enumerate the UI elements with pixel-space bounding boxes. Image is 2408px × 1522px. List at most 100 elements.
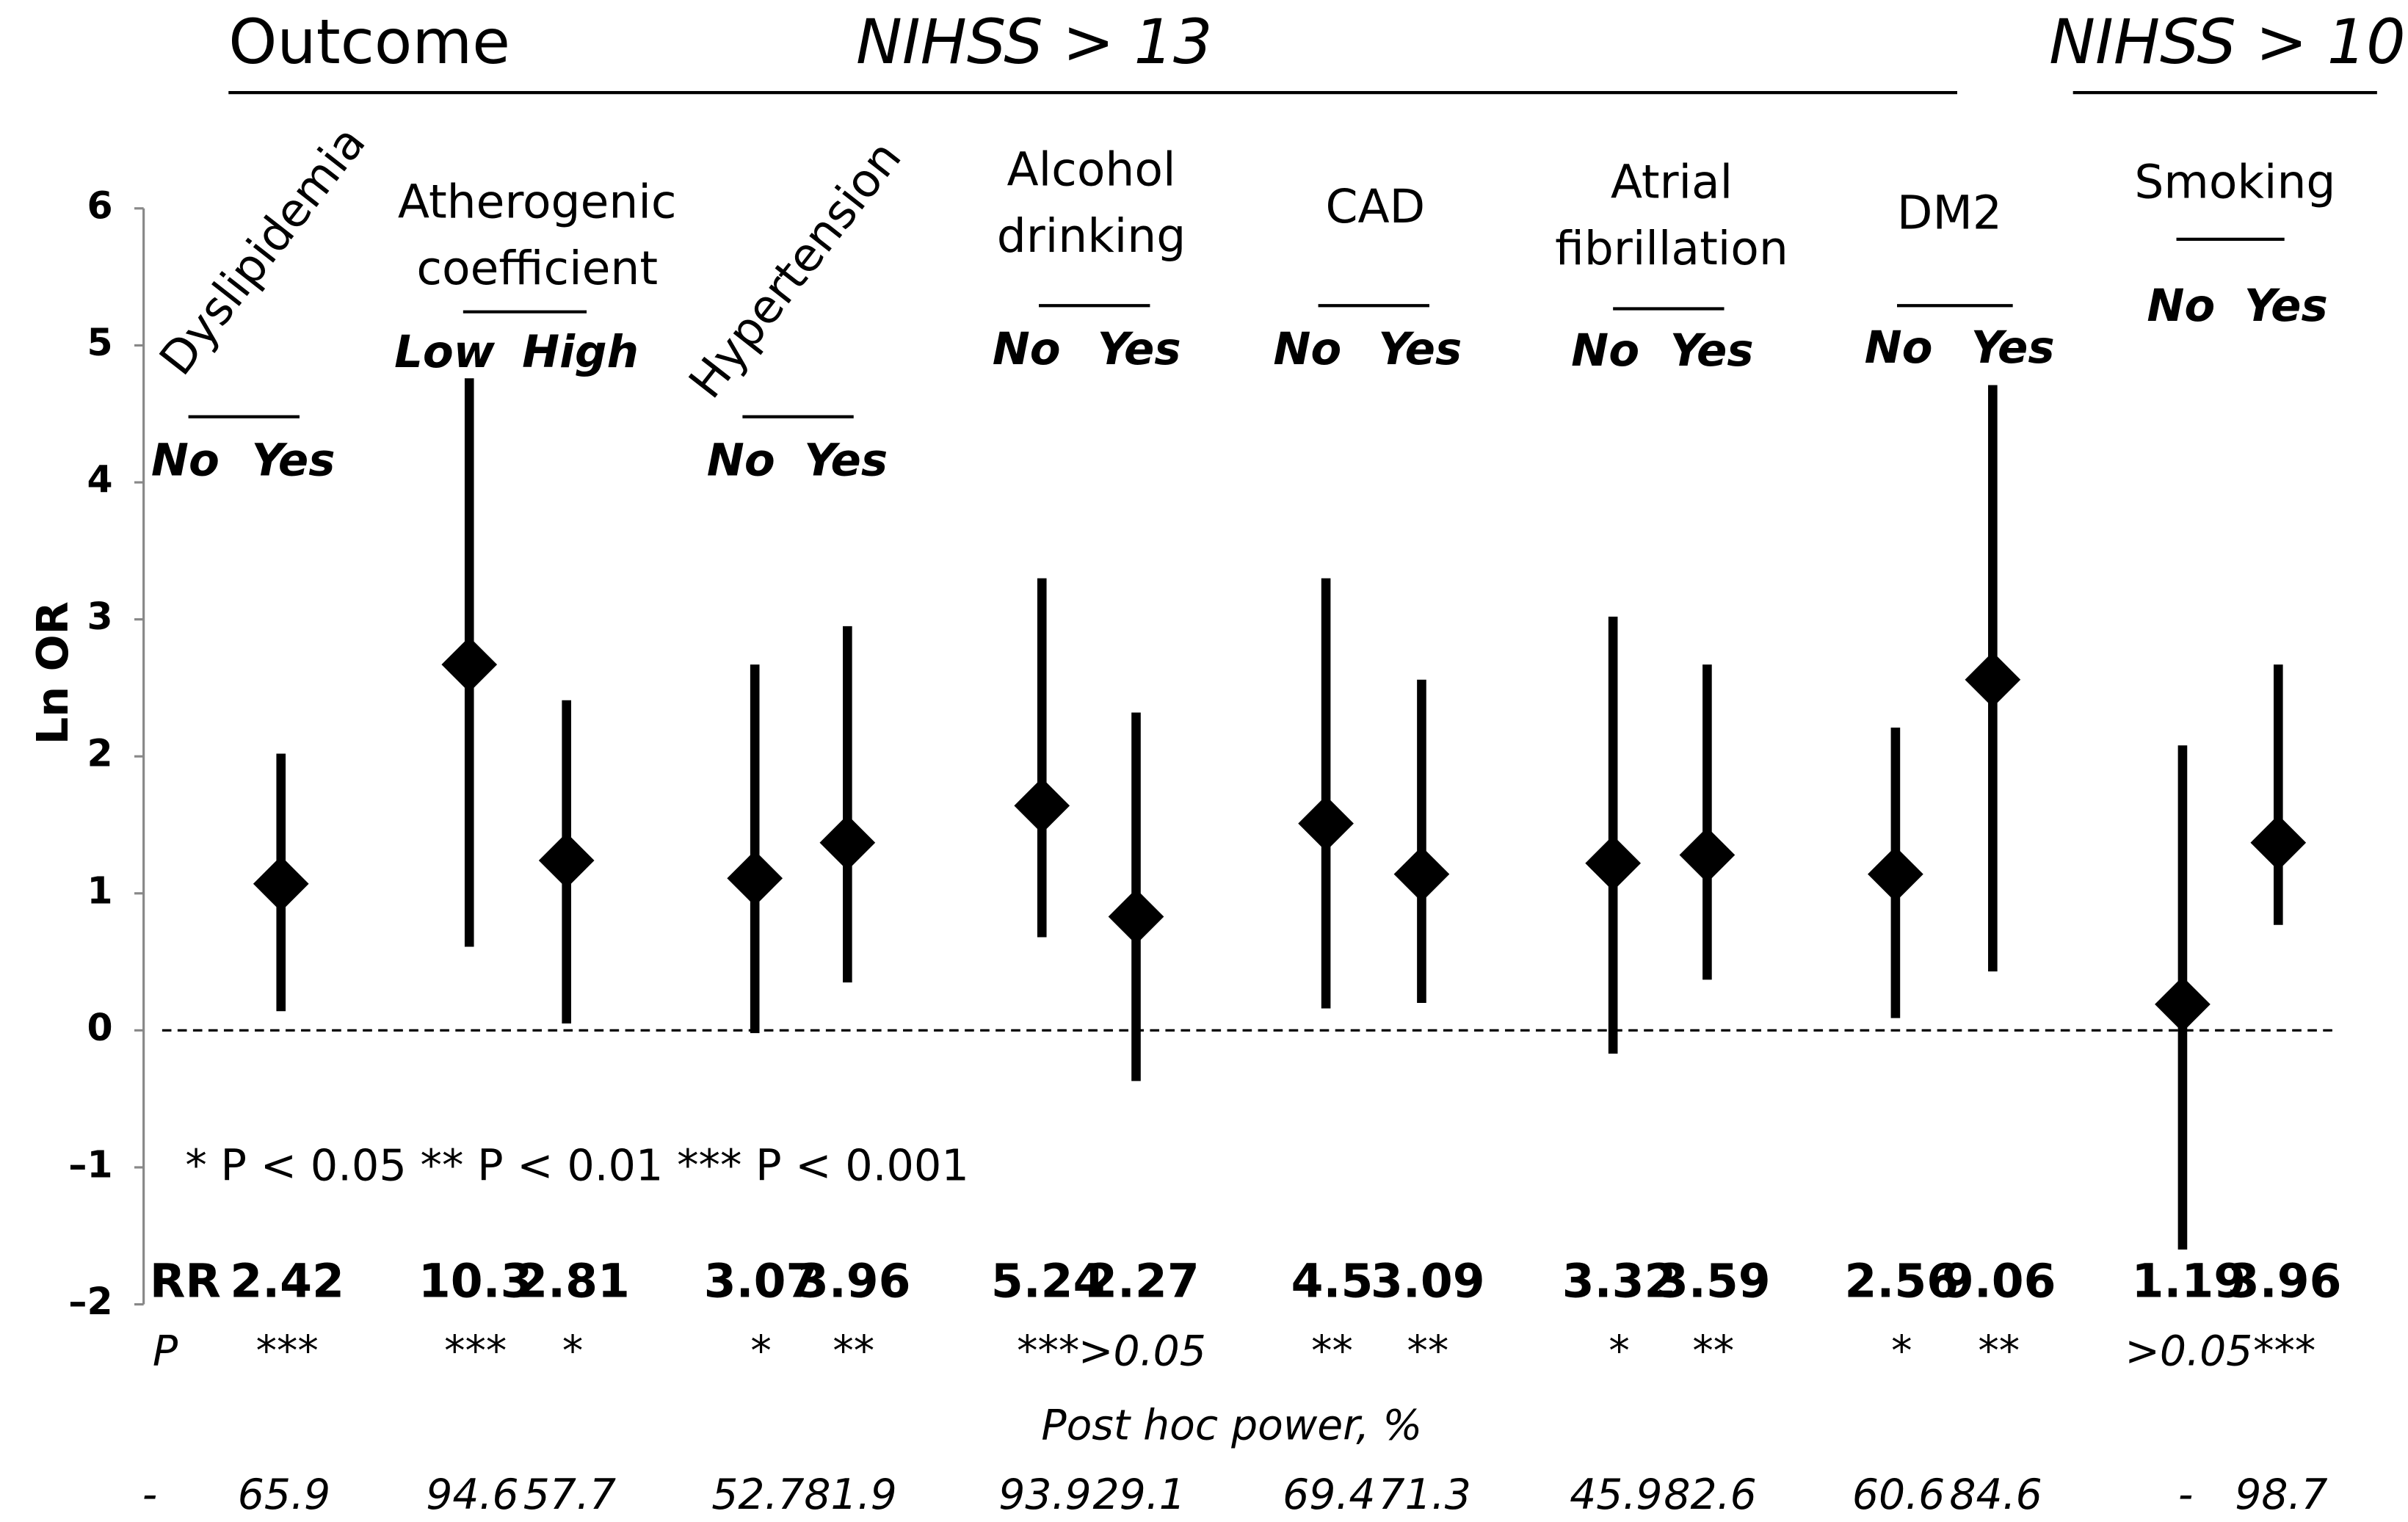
y-tick-label: –1: [68, 1142, 112, 1186]
group-label: Hypertension: [678, 131, 912, 408]
estimate-marker: [253, 855, 309, 912]
y-tick-label: 5: [87, 321, 112, 364]
p-value: *: [750, 1327, 771, 1375]
y-tick-label: 4: [87, 458, 112, 501]
p-value: >0.05: [2125, 1327, 2252, 1375]
group-label: fibrillation: [1555, 221, 1788, 275]
estimate-marker: [1014, 778, 1070, 834]
rr-value: 3.09: [1371, 1253, 1485, 1308]
y-axis-label: Ln OR: [27, 601, 78, 744]
power-value: 52.7: [711, 1471, 804, 1519]
estimate-marker: [819, 814, 876, 871]
level-label: Yes: [1971, 322, 2055, 374]
p-value: **: [1311, 1327, 1353, 1375]
power-value: -: [142, 1471, 157, 1519]
p-value: *: [1609, 1327, 1629, 1375]
section-label: NIHSS > 13: [856, 6, 1213, 78]
p-value: **: [1978, 1327, 2020, 1375]
rr-value: 2.81: [515, 1253, 630, 1308]
group-label: DM2: [1897, 185, 2002, 239]
p-value: *: [1891, 1327, 1912, 1375]
power-title: Post hoc power, %: [1041, 1401, 1422, 1449]
group-label: drinking: [997, 209, 1186, 263]
level-label: No: [151, 434, 220, 486]
rr-value: 4.5: [1291, 1253, 1374, 1308]
rr-value: 3.32: [1562, 1253, 1677, 1308]
power-value: 82.6: [1664, 1471, 1756, 1519]
rr-row-label: RR: [150, 1253, 221, 1308]
rr-value: 5.24: [991, 1253, 1106, 1308]
estimate-marker: [538, 833, 595, 888]
p-value: ***: [2253, 1327, 2315, 1375]
y-tick-label: 3: [87, 595, 112, 638]
level-label: No: [707, 434, 775, 486]
estimate-marker: [2250, 814, 2307, 871]
p-value: ***: [444, 1327, 507, 1375]
rr-value: 2.42: [230, 1253, 344, 1308]
estimate-marker: [1965, 651, 2021, 708]
power-value: 60.6: [1852, 1471, 1945, 1519]
power-value: 71.3: [1378, 1471, 1470, 1519]
y-tick-label: 6: [87, 184, 112, 227]
p-value: **: [833, 1327, 874, 1375]
rr-value: 2.27: [1085, 1253, 1200, 1308]
estimate-marker: [1585, 835, 1641, 891]
level-label: Yes: [1378, 323, 1462, 375]
estimate-marker: [2155, 976, 2211, 1032]
estimate-marker: [727, 850, 783, 907]
p-value: >0.05: [1078, 1327, 1206, 1375]
power-value: 57.7: [523, 1471, 616, 1519]
y-tick-label: 2: [87, 732, 112, 775]
power-value: 93.9: [998, 1471, 1091, 1519]
y-tick-label: –2: [68, 1280, 112, 1323]
y-tick-label: 1: [87, 869, 112, 912]
power-value: -: [2178, 1471, 2193, 1519]
p-value: ***: [1017, 1327, 1079, 1375]
power-value: 98.7: [2235, 1471, 2327, 1519]
level-label: No: [2147, 280, 2215, 332]
level-label: No: [1865, 322, 1933, 374]
p-value: *: [562, 1327, 583, 1375]
y-tick-label: 0: [87, 1006, 112, 1049]
group-label: CAD: [1326, 179, 1426, 233]
level-label: Low: [394, 326, 496, 378]
estimate-marker: [1393, 846, 1450, 902]
level-label: Yes: [1098, 323, 1181, 375]
estimate-marker: [1108, 888, 1164, 945]
power-value: 84.6: [1949, 1471, 2042, 1519]
group-label: Dyslipidemia: [149, 115, 376, 385]
rr-value: 3.96: [2227, 1253, 2342, 1308]
estimate-marker: [441, 637, 498, 693]
estimate-marker: [1679, 827, 1736, 883]
outcome-label: Outcome: [228, 6, 510, 78]
power-value: 29.1: [1093, 1471, 1186, 1519]
group-label: Atherogenic: [398, 175, 677, 229]
level-label: High: [522, 326, 639, 378]
level-label: Yes: [2244, 280, 2328, 332]
rr-value: 3.96: [797, 1253, 911, 1308]
rr-value: 3.59: [1656, 1253, 1771, 1308]
level-label: No: [1571, 325, 1639, 377]
group-label: Smoking: [2134, 154, 2335, 209]
group-label: Atrial: [1611, 154, 1733, 209]
estimate-marker: [1298, 795, 1354, 852]
p-value: **: [1407, 1327, 1448, 1375]
p-value: ***: [256, 1327, 319, 1375]
rr-value: 9.06: [1942, 1253, 2056, 1308]
significance-note: * P < 0.05 ** P < 0.01 *** P < 0.001: [185, 1140, 968, 1191]
group-label: coefficient: [416, 241, 658, 295]
level-label: No: [993, 323, 1061, 375]
rr-value: 3.07: [704, 1253, 819, 1308]
rr-value: 10.3: [418, 1253, 533, 1308]
level-label: Yes: [1670, 325, 1754, 377]
power-value: 81.9: [804, 1471, 896, 1519]
section-label: NIHSS > 10: [2049, 6, 2406, 78]
level-label: No: [1273, 323, 1341, 375]
power-value: 65.9: [238, 1471, 330, 1519]
p-row-label: P: [153, 1327, 178, 1375]
power-value: 45.9: [1570, 1471, 1662, 1519]
power-value: 94.6: [426, 1471, 518, 1519]
group-label: Alcohol: [1007, 142, 1176, 197]
